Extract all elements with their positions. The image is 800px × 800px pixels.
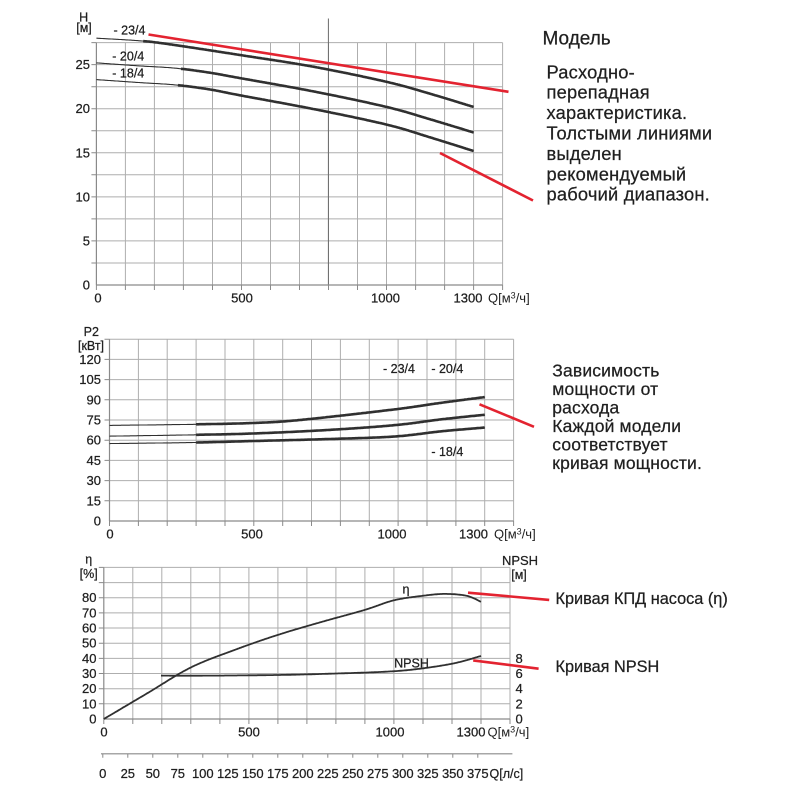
svg-text:25: 25 <box>121 766 135 781</box>
svg-text:45: 45 <box>87 453 101 468</box>
svg-text:Кривая NPSH: Кривая NPSH <box>556 658 660 676</box>
svg-text:500: 500 <box>231 291 253 306</box>
svg-text:0: 0 <box>106 527 113 542</box>
svg-text:NPSH: NPSH <box>502 553 538 568</box>
svg-text:25: 25 <box>76 57 90 72</box>
svg-text:0: 0 <box>100 725 107 740</box>
svg-text:150: 150 <box>242 766 264 781</box>
svg-text:перепадная: перепадная <box>547 82 650 103</box>
svg-text:Модель: Модель <box>543 29 611 50</box>
svg-text:- 18/4: - 18/4 <box>112 66 144 80</box>
svg-text:характеристика.: характеристика. <box>547 102 688 123</box>
svg-text:200: 200 <box>292 766 314 781</box>
svg-text:Q[м3/ч]: Q[м3/ч] <box>488 725 530 740</box>
svg-text:275: 275 <box>367 766 389 781</box>
svg-text:Зависимость: Зависимость <box>552 360 659 380</box>
svg-text:105: 105 <box>79 372 101 387</box>
svg-text:[%]: [%] <box>80 567 98 581</box>
svg-text:[кВт]: [кВт] <box>78 339 104 353</box>
svg-text:η: η <box>85 553 92 567</box>
svg-text:75: 75 <box>171 766 185 781</box>
svg-text:4: 4 <box>516 681 523 696</box>
svg-text:1300: 1300 <box>459 527 488 542</box>
svg-text:20: 20 <box>76 101 90 116</box>
svg-text:[м]: [м] <box>511 568 527 582</box>
svg-text:15: 15 <box>87 493 101 508</box>
svg-text:50: 50 <box>146 766 160 781</box>
svg-text:30: 30 <box>82 666 96 681</box>
svg-text:100: 100 <box>192 766 214 781</box>
svg-text:1300: 1300 <box>454 291 483 306</box>
svg-text:15: 15 <box>76 145 90 160</box>
svg-text:Q[м3/ч]: Q[м3/ч] <box>488 291 530 306</box>
svg-text:1300: 1300 <box>457 725 486 740</box>
svg-text:Q[м3/ч]: Q[м3/ч] <box>494 527 536 542</box>
svg-text:30: 30 <box>87 473 101 488</box>
svg-text:90: 90 <box>87 392 101 407</box>
svg-text:250: 250 <box>342 766 364 781</box>
svg-text:1000: 1000 <box>371 291 400 306</box>
svg-text:рекомендуемый: рекомендуемый <box>547 163 687 184</box>
svg-text:0: 0 <box>83 278 90 293</box>
svg-text:175: 175 <box>267 766 289 781</box>
svg-text:80: 80 <box>82 590 96 605</box>
svg-text:300: 300 <box>392 766 414 781</box>
svg-text:0: 0 <box>516 712 523 727</box>
svg-text:рабочий диапазон.: рабочий диапазон. <box>547 184 710 205</box>
svg-text:8: 8 <box>516 651 523 666</box>
svg-text:Каждой модели: Каждой модели <box>552 416 681 436</box>
svg-text:225: 225 <box>317 766 339 781</box>
svg-text:[м]: [м] <box>76 21 92 35</box>
svg-text:1000: 1000 <box>376 725 405 740</box>
svg-text:75: 75 <box>87 412 101 427</box>
svg-text:η: η <box>403 582 410 596</box>
svg-text:125: 125 <box>217 766 239 781</box>
svg-text:H: H <box>79 11 88 25</box>
svg-text:350: 350 <box>442 766 464 781</box>
svg-text:10: 10 <box>76 189 90 204</box>
svg-text:NPSH: NPSH <box>394 657 429 671</box>
svg-text:375: 375 <box>467 766 489 781</box>
svg-text:- 20/4: - 20/4 <box>431 362 463 376</box>
svg-text:500: 500 <box>238 725 260 740</box>
svg-text:40: 40 <box>82 651 96 666</box>
svg-text:60: 60 <box>87 433 101 448</box>
svg-text:0: 0 <box>94 514 101 529</box>
svg-text:0: 0 <box>99 766 106 781</box>
svg-text:соответствует: соответствует <box>552 434 667 454</box>
svg-text:- 23/4: - 23/4 <box>383 362 415 376</box>
svg-text:Q[л/с]: Q[л/с] <box>490 767 524 781</box>
svg-text:расхода: расхода <box>552 397 619 417</box>
svg-text:- 20/4: - 20/4 <box>112 49 144 63</box>
svg-text:5: 5 <box>83 233 90 248</box>
svg-text:50: 50 <box>82 636 96 651</box>
svg-text:мощности от: мощности от <box>552 379 658 399</box>
svg-text:20: 20 <box>82 681 96 696</box>
svg-text:- 23/4: - 23/4 <box>114 24 146 38</box>
svg-text:325: 325 <box>417 766 439 781</box>
svg-text:500: 500 <box>241 527 263 542</box>
svg-text:выделен: выделен <box>547 143 622 164</box>
svg-text:0: 0 <box>94 291 101 306</box>
svg-text:70: 70 <box>82 605 96 620</box>
svg-text:P2: P2 <box>84 325 99 339</box>
svg-text:Расходно-: Расходно- <box>547 61 635 82</box>
svg-text:60: 60 <box>82 621 96 636</box>
svg-text:10: 10 <box>82 696 96 711</box>
svg-text:Толстыми линиями: Толстыми линиями <box>547 123 713 144</box>
svg-text:кривая мощности.: кривая мощности. <box>552 453 702 473</box>
svg-text:2: 2 <box>516 696 523 711</box>
svg-text:120: 120 <box>79 352 101 367</box>
svg-text:1000: 1000 <box>378 527 407 542</box>
svg-text:- 18/4: - 18/4 <box>431 445 463 459</box>
svg-text:6: 6 <box>516 666 523 681</box>
svg-text:Кривая КПД насоса (η): Кривая КПД насоса (η) <box>556 590 728 608</box>
svg-text:0: 0 <box>89 712 96 727</box>
